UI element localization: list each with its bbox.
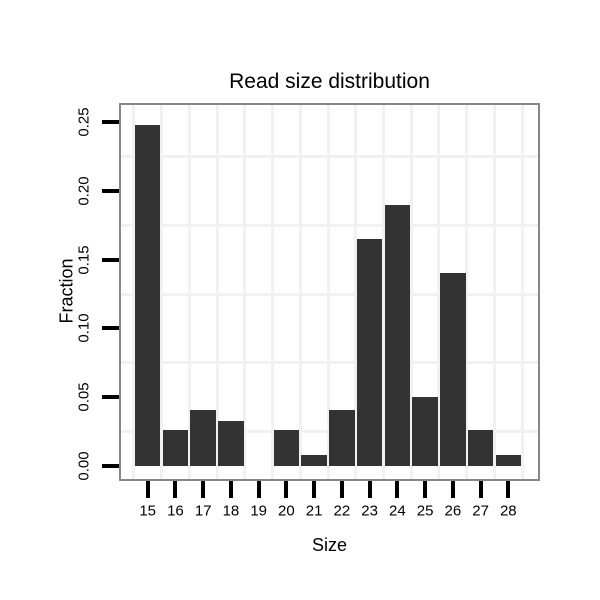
- vertical-gridline: [298, 105, 302, 479]
- vertical-gridline: [381, 105, 385, 479]
- bar: [467, 430, 494, 466]
- y-axis-tick: [102, 464, 119, 468]
- horizontal-gridline: [121, 154, 538, 158]
- y-tick-label: 0.25: [75, 107, 93, 137]
- x-tick-label: 23: [361, 502, 378, 520]
- bar: [135, 124, 161, 466]
- vertical-gridline: [492, 105, 496, 479]
- x-axis-tick: [312, 481, 317, 498]
- vertical-gridline: [437, 105, 441, 479]
- horizontal-gridline: [121, 292, 538, 296]
- x-axis-tick: [173, 481, 178, 498]
- x-tick-label: 21: [305, 502, 323, 520]
- bar: [162, 430, 189, 466]
- bar: [190, 409, 216, 466]
- x-axis-tick: [450, 481, 455, 498]
- x-axis-tick: [256, 481, 261, 498]
- x-tick-label: 19: [250, 502, 267, 520]
- x-axis-title: Size: [311, 535, 347, 555]
- y-axis-title: Fraction: [56, 258, 77, 324]
- vertical-gridline: [520, 105, 524, 479]
- horizontal-gridline: [121, 361, 538, 365]
- x-tick-label: 22: [333, 502, 351, 520]
- x-axis-tick: [339, 481, 344, 498]
- x-tick-label: 27: [472, 502, 489, 520]
- y-axis-tick: [102, 188, 119, 193]
- x-tick-label: 25: [416, 502, 434, 520]
- y-tick-label: 0.15: [75, 244, 93, 275]
- x-tick-label: 18: [222, 502, 240, 520]
- x-axis-tick: [395, 481, 400, 498]
- x-axis-tick: [201, 481, 206, 498]
- vertical-gridline: [271, 105, 275, 479]
- x-axis-tick: [478, 481, 483, 498]
- bar: [384, 204, 411, 466]
- vertical-gridline: [132, 105, 136, 479]
- bar: [329, 409, 355, 466]
- vertical-gridline: [326, 105, 330, 479]
- y-axis-tick: [102, 257, 119, 262]
- y-tick-label: 0.10: [75, 313, 93, 343]
- x-tick-label: 17: [194, 502, 212, 520]
- x-axis-tick: [228, 481, 233, 498]
- x-axis-tick: [423, 481, 428, 498]
- y-tick-label: 0.20: [75, 176, 93, 206]
- bar: [495, 454, 521, 466]
- y-axis-tick: [102, 395, 119, 400]
- y-tick-label: 0.00: [75, 451, 93, 481]
- bar: [218, 420, 244, 466]
- x-axis-tick: [145, 481, 150, 498]
- x-tick-label: 16: [167, 502, 184, 520]
- plot-panel: [119, 103, 540, 481]
- bar: [440, 273, 466, 466]
- vertical-gridline: [215, 105, 219, 479]
- vertical-gridline: [243, 105, 247, 479]
- x-axis-tick: [506, 481, 511, 498]
- bar: [412, 397, 438, 466]
- y-tick-label: 0.05: [75, 382, 93, 412]
- bar: [356, 238, 383, 466]
- vertical-gridline: [160, 105, 164, 479]
- bar: [301, 454, 327, 466]
- x-tick-label: 15: [139, 502, 157, 520]
- vertical-gridline: [409, 105, 413, 479]
- x-axis-tick: [367, 481, 372, 498]
- y-axis-tick: [102, 326, 119, 331]
- bar: [273, 430, 300, 466]
- vertical-gridline: [465, 105, 469, 479]
- x-tick-label: 28: [499, 502, 517, 520]
- x-tick-label: 24: [389, 502, 406, 520]
- vertical-gridline: [354, 105, 358, 479]
- horizontal-gridline: [121, 223, 538, 227]
- y-axis-tick: [102, 120, 119, 124]
- x-tick-label: 26: [444, 502, 462, 520]
- x-tick-label: 20: [278, 502, 295, 520]
- x-axis-tick: [284, 481, 289, 498]
- vertical-gridline: [187, 105, 191, 479]
- chart-title: Read size distribution: [229, 70, 430, 93]
